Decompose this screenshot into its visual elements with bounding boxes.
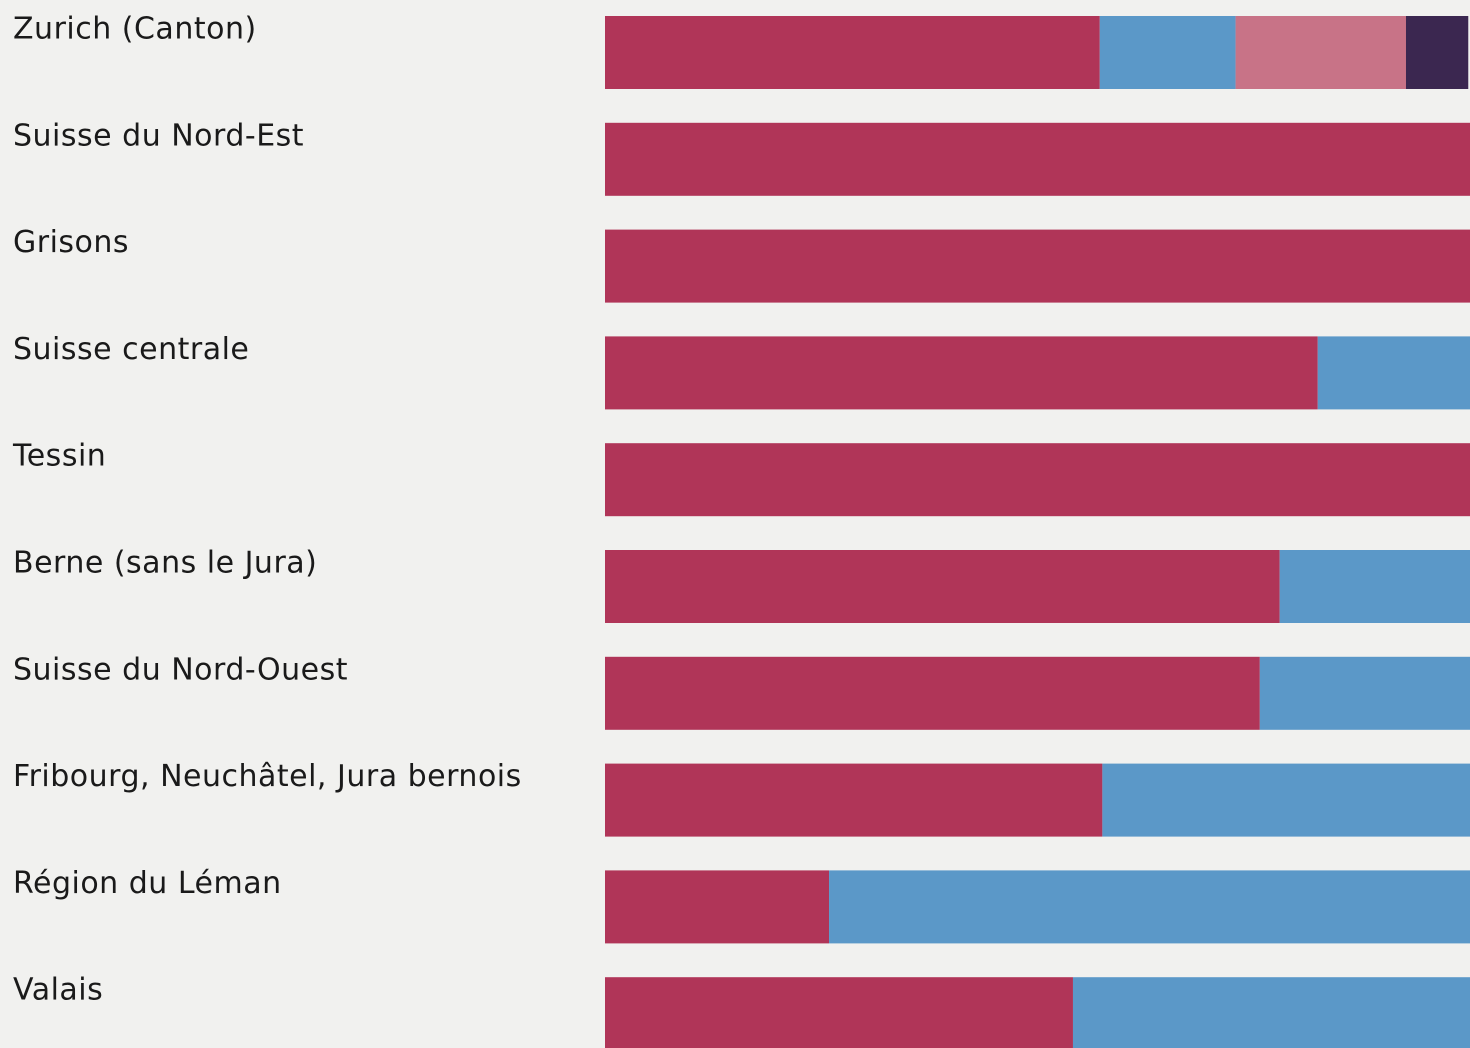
- category-label: Fribourg, Neuchâtel, Jura bernois: [13, 759, 522, 794]
- bar-segment: [605, 550, 1280, 623]
- bar-segment: [1259, 656, 1470, 730]
- bar-segment: [1405, 16, 1469, 89]
- category-label: Suisse du Nord-Est: [13, 118, 304, 153]
- category-label: Région du Léman: [13, 866, 282, 901]
- category-label: Zurich (Canton): [13, 12, 257, 47]
- bar-segment: [1317, 336, 1470, 410]
- bar-segment: [829, 870, 1470, 944]
- bar-segment: [1099, 16, 1236, 89]
- category-label: Tessin: [12, 439, 106, 474]
- bar-segment: [605, 977, 1073, 1048]
- bar-segment: [605, 122, 1470, 196]
- bar-segment: [605, 229, 1470, 303]
- bar-segment: [605, 870, 830, 944]
- bar-segment: [1279, 550, 1470, 623]
- bar-segment: [1102, 763, 1470, 837]
- bar-segment: [605, 656, 1260, 730]
- category-label: Suisse centrale: [13, 332, 249, 367]
- bar-segment: [605, 763, 1103, 837]
- category-label: Valais: [13, 973, 103, 1008]
- bar-segment: [605, 443, 1470, 517]
- bar-segment: [1235, 16, 1406, 89]
- category-label: Suisse du Nord-Ouest: [13, 652, 348, 687]
- bar-segment: [605, 336, 1318, 410]
- bar-segment: [1072, 977, 1470, 1048]
- category-label: Grisons: [13, 225, 129, 260]
- bar-segment: [605, 16, 1100, 89]
- category-label: Berne (sans le Jura): [13, 546, 317, 581]
